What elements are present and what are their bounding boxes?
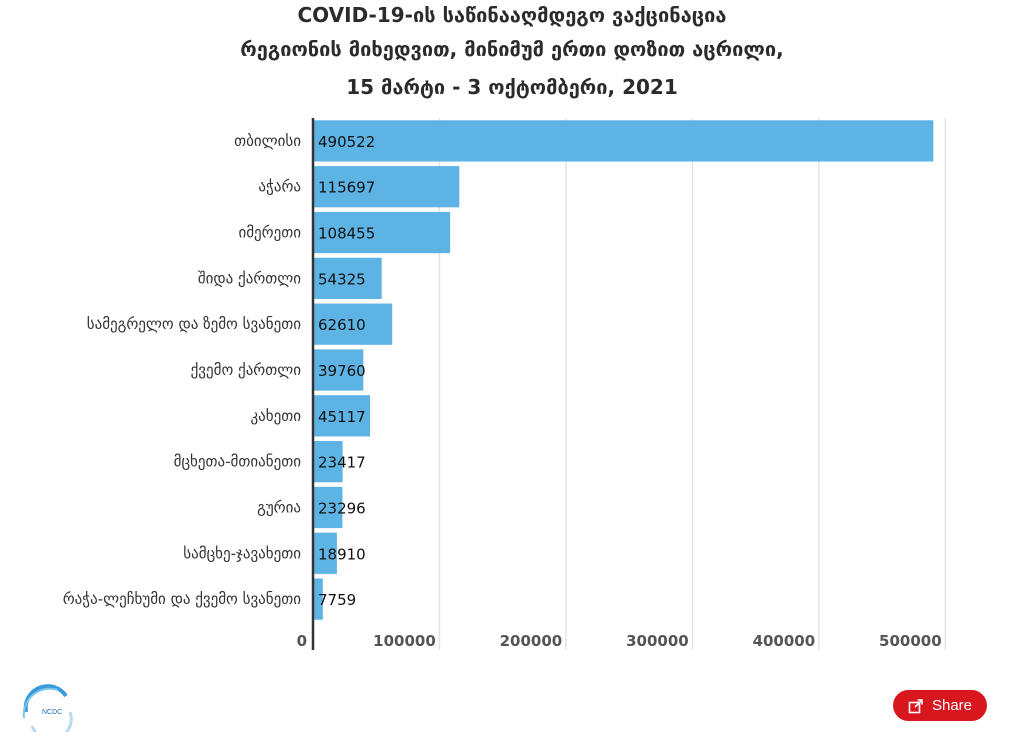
value-label-5: 39760: [318, 362, 366, 380]
value-label-0: 490522: [318, 133, 375, 151]
bar-chart: თბილისი 490522 აჭარა 115697 იმერეთი 108455 შიდ…: [63, 118, 947, 650]
x-tick-label-3: 300000: [626, 632, 689, 650]
bar-8: [313, 486, 343, 529]
value-label-1: 115697: [318, 179, 375, 197]
bar-1: [313, 166, 460, 208]
bar-9: [313, 532, 337, 574]
share-label: Share: [931, 697, 973, 714]
value-label-9: 18910: [318, 545, 366, 563]
bar-7: [313, 441, 343, 483]
bar-10: [313, 578, 323, 620]
x-tick-label-4: 400000: [753, 632, 816, 650]
share-icon: [908, 698, 923, 713]
category-label-2: იმერეთი: [238, 224, 301, 242]
category-label-0: თბილისი: [234, 132, 301, 150]
x-tick-label-2: 200000: [500, 632, 563, 650]
bar-0: [313, 120, 934, 162]
x-tick-label-1: 100000: [373, 632, 436, 650]
title-line-1: COVID-19-ის საწინააღმდეგო ვაქცინაცია: [297, 3, 727, 27]
ncdc-logo: NCDC: [22, 684, 73, 732]
bar-5: [313, 349, 364, 391]
value-label-4: 62610: [318, 316, 366, 334]
bar-6: [313, 395, 371, 437]
title-line-2: რეგიონის მიხედვით, მინიმუმ ერთი დოზით აც…: [240, 37, 784, 61]
value-label-6: 45117: [318, 408, 366, 426]
value-label-10: 7759: [318, 591, 356, 609]
chart-title: COVID-19-ის საწინააღმდეგო ვაქცინაცია რეგ…: [0, 0, 1024, 106]
value-label-8: 23296: [318, 499, 366, 517]
value-label-3: 54325: [318, 270, 366, 288]
x-tick-label-5: 500000: [879, 632, 942, 650]
title-line-3: 15 მარტი - 3 ოქტომბერი, 2021: [346, 75, 678, 99]
category-label-6: კახეთი: [250, 407, 301, 425]
category-label-4: სამეგრელო და ზემო სვანეთი: [87, 315, 301, 333]
category-label-5: ქვემო ქართლი: [191, 361, 302, 379]
value-label-2: 108455: [318, 225, 375, 243]
category-label-9: სამცხე-ჯავახეთი: [183, 544, 301, 562]
category-label-8: გურია: [257, 498, 301, 516]
category-label-3: შიდა ქართლი: [198, 269, 301, 287]
value-label-7: 23417: [318, 454, 366, 472]
logo-text: NCDC: [42, 709, 62, 716]
category-label-10: რაჭა-ლეჩხუმი და ქვემო სვანეთი: [63, 590, 302, 608]
category-label-7: მცხეთა-მთიანეთი: [174, 453, 302, 471]
bar-3: [313, 257, 382, 299]
share-button[interactable]: Share: [893, 690, 987, 721]
x-tick-label-0: 0: [297, 632, 307, 650]
bar-4: [313, 303, 393, 345]
bar-2: [313, 211, 451, 254]
category-label-1: აჭარა: [258, 178, 301, 196]
